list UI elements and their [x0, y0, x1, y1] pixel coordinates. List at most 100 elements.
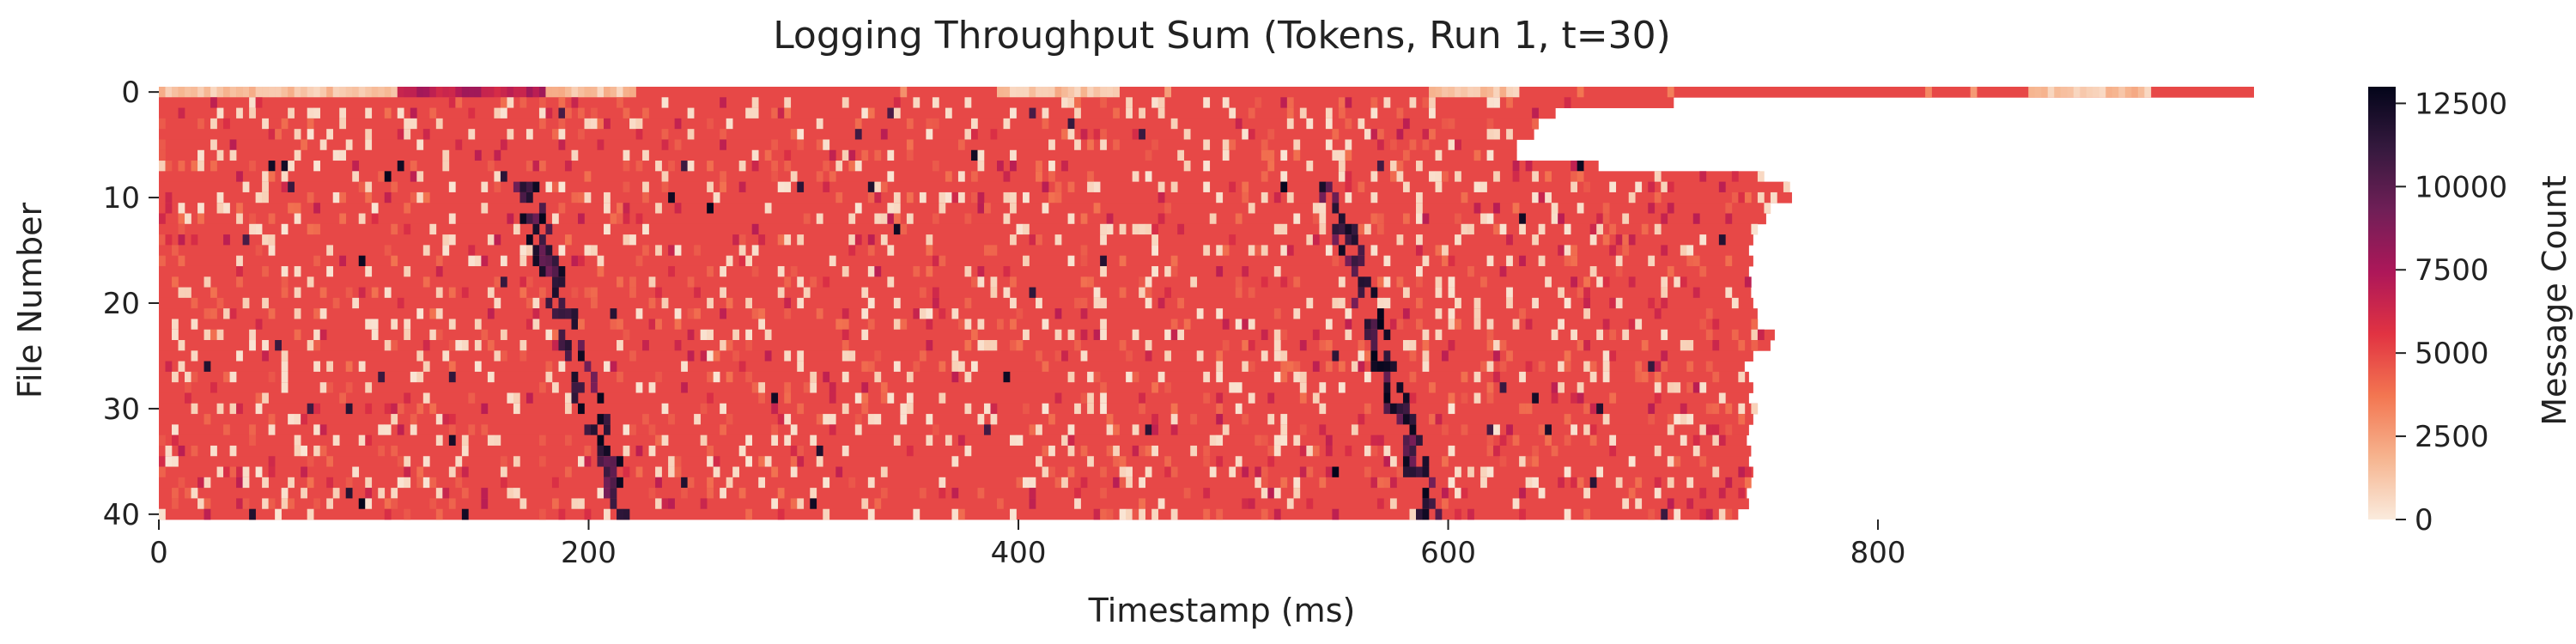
heatmap-cell	[1074, 403, 1081, 415]
heatmap-cell	[481, 181, 489, 193]
heatmap-cell	[1042, 107, 1049, 119]
heatmap-cell	[919, 308, 927, 319]
heatmap-cell	[1332, 129, 1340, 140]
heatmap-cell	[816, 171, 823, 183]
heatmap-cell	[281, 350, 289, 362]
heatmap-cell	[1370, 191, 1378, 204]
heatmap-cell	[1222, 97, 1230, 108]
heatmap-cell	[1338, 223, 1346, 235]
heatmap-cell	[1577, 382, 1584, 393]
heatmap-cell	[1370, 287, 1378, 299]
heatmap-cell	[1151, 245, 1158, 257]
heatmap-cell	[1455, 297, 1461, 309]
heatmap-cell	[1074, 87, 1081, 98]
heatmap-cell	[551, 382, 559, 393]
heatmap-cell	[236, 477, 243, 489]
heatmap-cell	[1100, 265, 1107, 277]
heatmap-cell	[384, 87, 392, 98]
heatmap-cell	[700, 329, 708, 341]
heatmap-cell	[655, 287, 662, 299]
heatmap-cell	[1106, 87, 1114, 98]
heatmap-cell	[494, 107, 501, 119]
heatmap-cell	[1416, 234, 1423, 246]
heatmap-cell	[1010, 276, 1017, 288]
heatmap-cell	[513, 403, 520, 415]
heatmap-cell	[655, 319, 662, 331]
chart-title: Logging Throughput Sum (Tokens, Run 1, t…	[773, 14, 1671, 58]
heatmap-cell	[707, 203, 714, 214]
heatmap-cell	[404, 203, 411, 214]
heatmap-cell	[751, 161, 759, 172]
heatmap-cell	[648, 488, 656, 499]
heatmap-cell	[1106, 213, 1114, 225]
heatmap-cell	[442, 161, 450, 172]
heatmap-cell	[1351, 223, 1358, 235]
heatmap-cell	[823, 181, 830, 193]
heatmap-cell	[990, 129, 998, 140]
heatmap-cell	[738, 181, 746, 193]
heatmap-cell	[1293, 149, 1301, 161]
heatmap-cell	[674, 118, 682, 130]
heatmap-cell	[313, 161, 320, 172]
heatmap-cell	[694, 308, 701, 319]
heatmap-cell	[1010, 161, 1017, 172]
heatmap-cell	[1416, 466, 1423, 478]
heatmap-cell	[597, 255, 605, 267]
heatmap-cell	[1564, 255, 1571, 267]
x-axis-label: Timestamp (ms)	[1088, 592, 1356, 629]
heatmap-cell	[1351, 265, 1358, 277]
heatmap-cell	[880, 129, 888, 140]
heatmap-cell	[983, 203, 991, 214]
heatmap-cell	[797, 350, 805, 362]
heatmap-cell	[551, 340, 559, 351]
heatmap-cell	[288, 203, 295, 214]
heatmap-cell	[416, 139, 424, 151]
heatmap-cell	[926, 265, 933, 277]
heatmap-cell	[1577, 392, 1584, 404]
heatmap-cell	[784, 276, 792, 288]
heatmap-cell	[623, 107, 630, 119]
heatmap-cell	[1480, 477, 1487, 489]
heatmap-cell	[1744, 477, 1752, 489]
heatmap-cell	[1087, 403, 1094, 415]
heatmap-cell	[1113, 139, 1120, 151]
heatmap-cell	[1364, 129, 1371, 140]
heatmap-cell	[538, 382, 546, 393]
heatmap-cell	[1661, 508, 1668, 520]
heatmap-cell	[397, 477, 404, 489]
heatmap-cell	[165, 456, 173, 467]
heatmap-cell	[1042, 361, 1049, 373]
heatmap-cell	[707, 371, 714, 383]
heatmap-cell	[487, 308, 495, 319]
heatmap-cell	[893, 319, 901, 331]
heatmap-cell	[1674, 456, 1681, 467]
heatmap-cell	[1080, 445, 1088, 457]
heatmap-cell	[236, 403, 243, 415]
heatmap-cell	[957, 139, 965, 151]
heatmap-cell	[1280, 371, 1288, 383]
heatmap-cell	[1164, 466, 1172, 478]
heatmap-cell	[1080, 245, 1088, 257]
heatmap-cell	[2080, 87, 2087, 98]
heatmap-cell	[1235, 456, 1242, 467]
heatmap-cell	[1139, 403, 1145, 415]
heatmap-cell	[404, 508, 411, 520]
heatmap-cell	[1087, 171, 1094, 183]
heatmap-cell	[707, 488, 714, 499]
heatmap-cell	[1010, 297, 1017, 309]
heatmap-cell	[900, 319, 908, 331]
heatmap-cell	[1442, 498, 1449, 510]
heatmap-cell	[880, 213, 888, 225]
heatmap-cell	[1145, 276, 1152, 288]
heatmap-cell	[1036, 350, 1042, 362]
heatmap-cell	[668, 191, 675, 204]
heatmap-cell	[1499, 382, 1507, 393]
heatmap-cell	[661, 181, 669, 193]
heatmap-cell	[371, 287, 379, 299]
heatmap-cell	[172, 371, 179, 383]
heatmap-cell	[448, 434, 456, 447]
heatmap-cell	[1396, 161, 1404, 172]
heatmap-cell	[1448, 276, 1455, 288]
heatmap-cell	[1455, 319, 1461, 331]
